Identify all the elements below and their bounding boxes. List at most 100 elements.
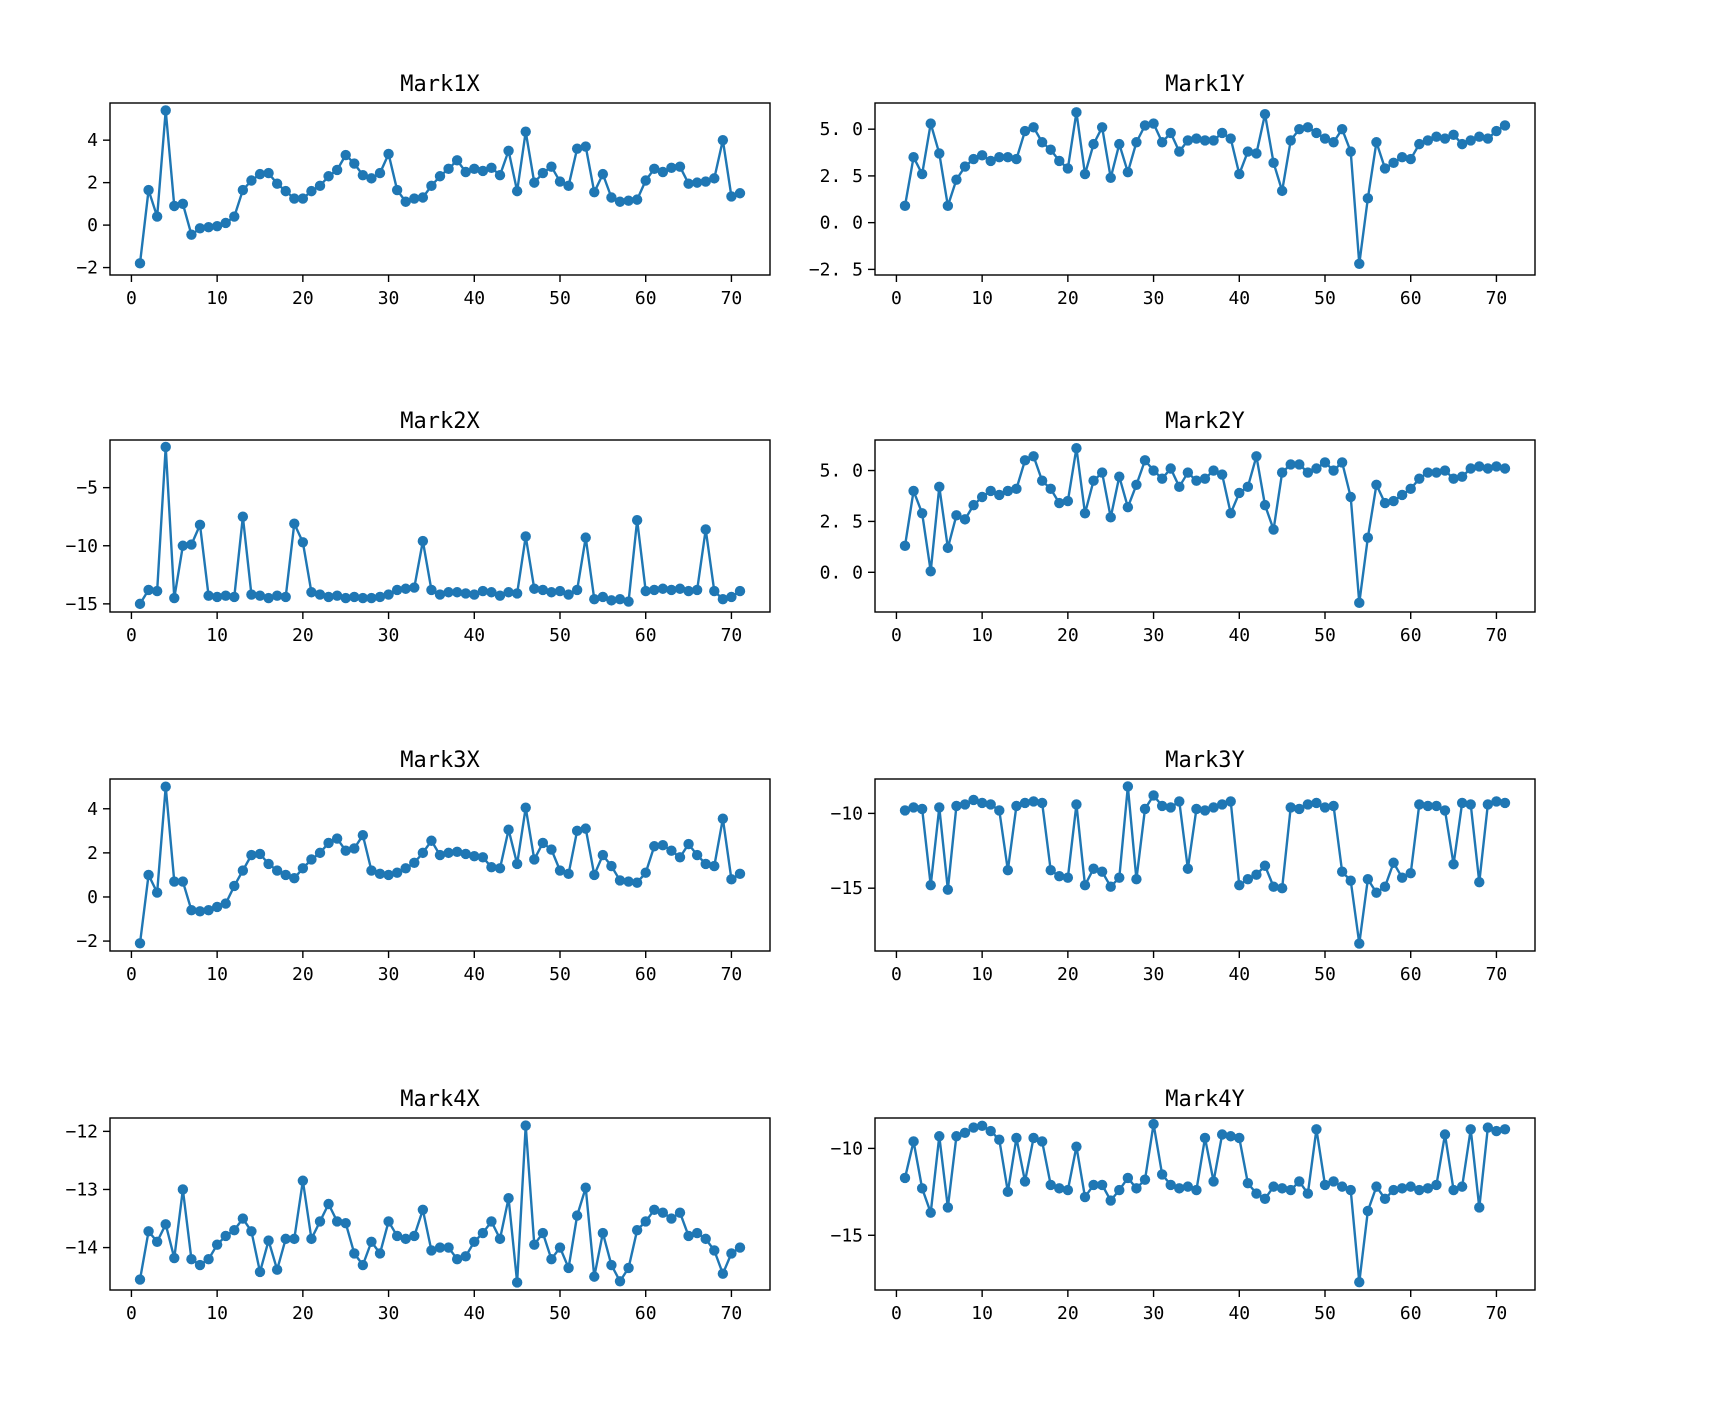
chart-mark2x: Mark2X 0 10 20 30 40 50 60 70 −15 −10 −5 (35, 406, 780, 660)
svg-text:0: 0 (87, 887, 98, 908)
svg-text:10: 10 (206, 1303, 228, 1324)
svg-text:20: 20 (1057, 625, 1079, 646)
svg-text:10: 10 (971, 288, 993, 309)
svg-text:50: 50 (1314, 625, 1336, 646)
svg-text:10: 10 (206, 964, 228, 985)
svg-text:60: 60 (1400, 964, 1422, 985)
chart-mark1y: Mark1Y 0 10 20 30 40 50 60 70 −2. 5 0. 0 2. 5 5. 0 (800, 69, 1545, 323)
svg-text:40: 40 (463, 288, 485, 309)
svg-text:30: 30 (378, 964, 400, 985)
svg-text:10: 10 (971, 964, 993, 985)
svg-text:−15: −15 (65, 594, 98, 615)
svg-text:50: 50 (549, 625, 571, 646)
svg-text:50: 50 (1314, 1303, 1336, 1324)
chart-title-mark4y: Mark4Y (1165, 1087, 1244, 1112)
svg-text:70: 70 (1486, 1303, 1508, 1324)
mark1y-plot-svg: Mark1Y 0 10 20 30 40 50 60 70 −2. 5 0. 0 2. 5 5. 0 (809, 72, 1536, 309)
chart-title-mark2x: Mark2X (400, 409, 480, 434)
chart-title-mark1x: Mark1X (400, 72, 480, 97)
chart-mark4x: Mark4X 0 10 20 30 40 50 60 70 −14 −13 −12 (35, 1084, 780, 1338)
chart-mark3x: Mark3X 0 10 20 30 40 50 60 70 −2 0 2 4 (35, 745, 780, 999)
mark3x-plot-area: 0 10 20 30 40 50 60 70 −2 0 2 4 (76, 778, 771, 985)
chart-title-mark4x: Mark4X (400, 1087, 480, 1112)
svg-text:70: 70 (721, 288, 743, 309)
chart-title-mark1y: Mark1Y (1165, 72, 1244, 97)
svg-text:0: 0 (126, 964, 137, 985)
mark2y-plot-svg: Mark2Y 0 10 20 30 40 50 60 70 0. 0 2. 5 5. 0 (820, 409, 1536, 646)
mark3y-plot-svg: Mark3Y 0 10 20 30 40 50 60 70 −15 −10 (830, 748, 1536, 985)
svg-text:60: 60 (1400, 288, 1422, 309)
svg-text:2. 5: 2. 5 (820, 511, 863, 532)
svg-text:20: 20 (292, 964, 314, 985)
svg-text:60: 60 (635, 288, 657, 309)
svg-text:2: 2 (87, 173, 98, 194)
svg-text:70: 70 (1486, 288, 1508, 309)
mark2x-plot-area: 0 10 20 30 40 50 60 70 −15 −10 −5 (65, 439, 771, 646)
svg-text:30: 30 (378, 625, 400, 646)
svg-text:40: 40 (1228, 964, 1250, 985)
svg-text:40: 40 (463, 1303, 485, 1324)
svg-text:0: 0 (891, 964, 902, 985)
svg-text:20: 20 (1057, 1303, 1079, 1324)
chart-mark4y: Mark4Y 0 10 20 30 40 50 60 70 −15 −10 (800, 1084, 1545, 1338)
svg-text:40: 40 (463, 964, 485, 985)
svg-text:70: 70 (721, 625, 743, 646)
svg-text:30: 30 (1143, 1303, 1165, 1324)
svg-text:2. 5: 2. 5 (820, 166, 863, 187)
mark1y-plot-area: 0 10 20 30 40 50 60 70 −2. 5 0. 0 2. 5 5. 0 (809, 102, 1536, 309)
svg-text:−15: −15 (830, 878, 863, 899)
mark4x-plot-area: 0 10 20 30 40 50 60 70 −14 −13 −12 (65, 1117, 771, 1324)
chart-mark3y: Mark3Y 0 10 20 30 40 50 60 70 −15 −10 (800, 745, 1545, 999)
svg-text:60: 60 (635, 1303, 657, 1324)
svg-text:30: 30 (1143, 288, 1165, 309)
svg-text:50: 50 (549, 288, 571, 309)
mark3x-plot-svg: Mark3X 0 10 20 30 40 50 60 70 −2 0 2 4 (76, 748, 771, 985)
chart-title-mark2y: Mark2Y (1165, 409, 1244, 434)
svg-text:50: 50 (549, 1303, 571, 1324)
svg-text:0. 0: 0. 0 (820, 562, 863, 583)
svg-text:40: 40 (463, 625, 485, 646)
mark4x-plot-svg: Mark4X 0 10 20 30 40 50 60 70 −14 −13 −12 (65, 1087, 771, 1324)
svg-text:−2. 5: −2. 5 (809, 259, 863, 280)
svg-text:20: 20 (292, 1303, 314, 1324)
svg-text:70: 70 (721, 964, 743, 985)
svg-text:60: 60 (1400, 625, 1422, 646)
svg-text:−2: −2 (76, 258, 98, 279)
svg-text:0: 0 (891, 288, 902, 309)
svg-text:4: 4 (87, 130, 98, 151)
svg-text:4: 4 (87, 799, 98, 820)
svg-text:60: 60 (1400, 1303, 1422, 1324)
svg-text:30: 30 (1143, 964, 1165, 985)
svg-text:40: 40 (1228, 625, 1250, 646)
chart-mark1x: Mark1X 0 10 20 30 40 50 60 70 −2 0 2 4 (35, 69, 780, 323)
svg-text:30: 30 (1143, 625, 1165, 646)
svg-text:10: 10 (206, 288, 228, 309)
svg-text:0: 0 (126, 625, 137, 646)
svg-text:0: 0 (126, 1303, 137, 1324)
svg-text:50: 50 (1314, 964, 1336, 985)
svg-text:70: 70 (721, 1303, 743, 1324)
svg-text:10: 10 (971, 1303, 993, 1324)
svg-text:0: 0 (87, 215, 98, 236)
svg-text:60: 60 (635, 625, 657, 646)
svg-text:50: 50 (549, 964, 571, 985)
svg-text:30: 30 (378, 1303, 400, 1324)
svg-text:5. 0: 5. 0 (820, 461, 863, 482)
svg-text:0: 0 (126, 288, 137, 309)
svg-text:20: 20 (1057, 288, 1079, 309)
svg-text:50: 50 (1314, 288, 1336, 309)
svg-text:40: 40 (1228, 1303, 1250, 1324)
svg-text:−13: −13 (65, 1179, 98, 1200)
mark2x-plot-svg: Mark2X 0 10 20 30 40 50 60 70 −15 −10 −5 (65, 409, 771, 646)
svg-text:30: 30 (378, 288, 400, 309)
mark1x-plot-svg: Mark1X 0 10 20 30 40 50 60 70 −2 0 2 4 (76, 72, 771, 309)
svg-text:0: 0 (891, 625, 902, 646)
mark4y-plot-area: 0 10 20 30 40 50 60 70 −15 −10 (830, 1117, 1536, 1324)
chart-title-mark3x: Mark3X (400, 748, 480, 773)
svg-text:20: 20 (292, 625, 314, 646)
mark2y-plot-area: 0 10 20 30 40 50 60 70 0. 0 2. 5 5. 0 (820, 439, 1536, 646)
svg-text:40: 40 (1228, 288, 1250, 309)
svg-text:20: 20 (1057, 964, 1079, 985)
svg-text:−5: −5 (76, 478, 98, 499)
